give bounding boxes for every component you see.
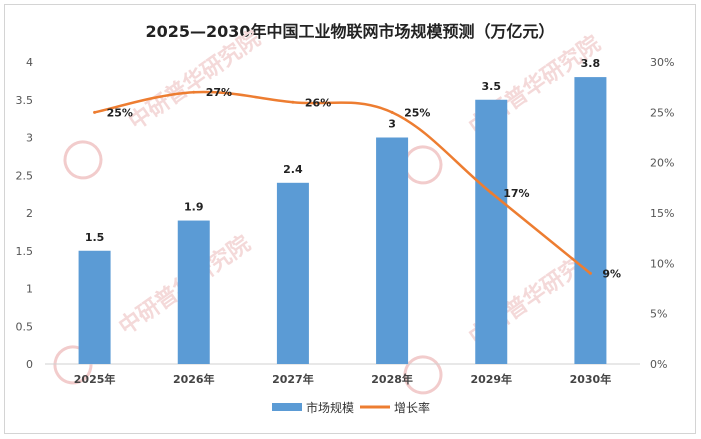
right-tick-label: 0% <box>650 358 667 371</box>
x-tick-label: 2026年 <box>173 372 215 386</box>
growth-line <box>94 90 592 275</box>
right-tick-label: 25% <box>650 106 674 119</box>
legend-label-bar: 市场规模 <box>306 400 354 415</box>
bar-data-label: 2.4 <box>283 163 303 176</box>
line-data-label: 27% <box>206 86 232 99</box>
left-tick-label: 1.5 <box>16 245 34 258</box>
bar <box>78 250 111 364</box>
bar <box>376 137 409 364</box>
x-tick-label: 2025年 <box>74 372 116 386</box>
left-axis: 0 0.5 1 1.5 2 2.5 3 3.5 4 <box>16 56 34 371</box>
left-tick-label: 0.5 <box>16 320 34 333</box>
x-tick-label: 2027年 <box>272 372 314 386</box>
bar-data-label: 1.5 <box>85 231 105 244</box>
x-tick-label: 2030年 <box>570 372 612 386</box>
bar-data-label: 1.9 <box>184 201 204 214</box>
bar-series: 1.5 1.9 2.4 3 3.5 3.8 <box>78 57 607 364</box>
right-tick-label: 10% <box>650 257 674 270</box>
left-tick-label: 4 <box>26 56 33 69</box>
line-data-label: 25% <box>107 106 133 119</box>
left-tick-label: 3 <box>26 132 33 145</box>
bar <box>574 77 607 364</box>
x-axis: 2025年 2026年 2027年 2028年 2029年 2030年 <box>74 372 611 386</box>
left-tick-label: 2.5 <box>16 169 34 182</box>
left-tick-label: 0 <box>26 358 33 371</box>
x-tick-label: 2029年 <box>470 372 512 386</box>
right-axis: 0% 5% 10% 15% 20% 25% 30% <box>650 56 674 371</box>
line-point <box>192 90 196 94</box>
line-series: 25% 27% 26% 25% 17% 9% <box>93 86 621 280</box>
bar <box>276 182 309 364</box>
right-tick-label: 5% <box>650 308 667 321</box>
watermark-layer: 中研普华研究院中研普华研究院中研普华研究院中研普华研究院 <box>53 26 605 395</box>
bar-data-label: 3.8 <box>581 57 601 70</box>
line-point <box>291 100 295 104</box>
legend-label-line: 增长率 <box>394 400 430 415</box>
line-point <box>588 271 592 275</box>
x-tick-label: 2028年 <box>371 372 413 386</box>
line-data-label: 9% <box>602 267 621 280</box>
line-data-label: 17% <box>503 187 529 200</box>
bar-data-label: 3.5 <box>482 80 502 93</box>
right-tick-label: 15% <box>650 207 674 220</box>
chart-title: 2025—2030年中国工业物联网市场规模预测（万亿元） <box>145 22 554 41</box>
left-tick-label: 1 <box>26 283 33 296</box>
legend-swatch-bar <box>272 403 302 411</box>
line-data-label: 26% <box>305 96 331 109</box>
bar-data-label: 3 <box>388 118 396 131</box>
line-point <box>390 110 394 114</box>
bar <box>177 220 210 364</box>
legend: 市场规模 增长率 <box>272 400 430 415</box>
left-tick-label: 3.5 <box>16 94 34 107</box>
line-point <box>489 191 493 195</box>
right-tick-label: 20% <box>650 157 674 170</box>
bar <box>475 99 508 364</box>
line-point <box>93 110 97 114</box>
svg-text:中研普华研究院: 中研普华研究院 <box>124 26 265 136</box>
line-data-label: 25% <box>404 106 430 119</box>
watermark-0: 中研普华研究院 <box>63 26 265 180</box>
left-tick-label: 2 <box>26 207 33 220</box>
right-tick-label: 30% <box>650 56 674 69</box>
